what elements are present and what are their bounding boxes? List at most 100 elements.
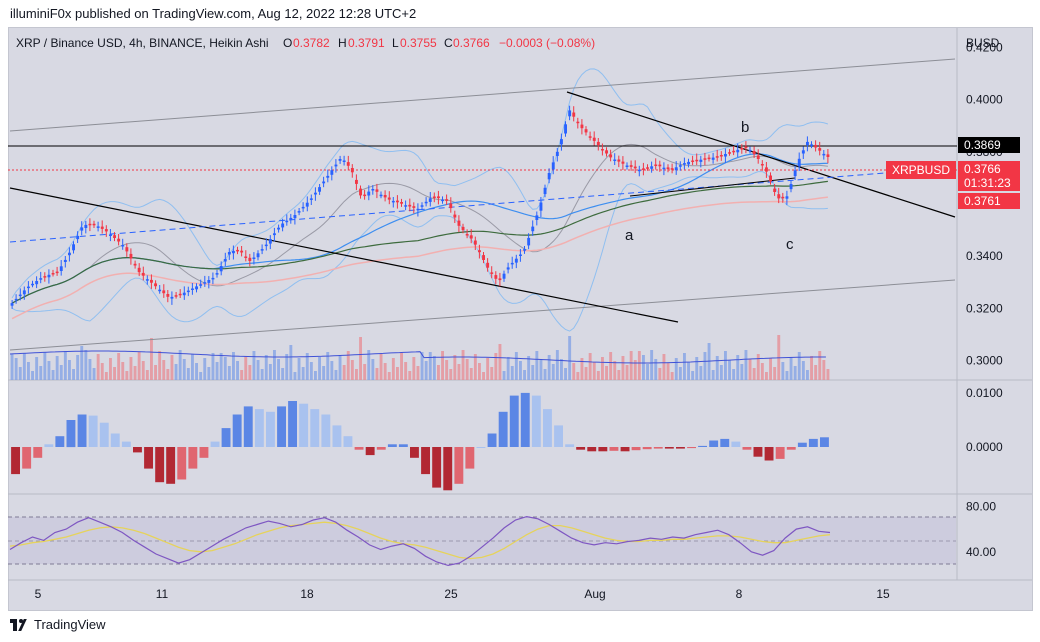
candle-body [330, 170, 334, 175]
volume-bar [728, 360, 731, 380]
volume-bar [182, 359, 186, 380]
candle-body [207, 280, 211, 283]
candle-body [104, 229, 108, 232]
candle-body [252, 257, 256, 259]
candles[interactable] [10, 105, 830, 309]
candle-body [699, 159, 703, 162]
volume-bar [547, 355, 551, 380]
channel-lower-line[interactable] [9, 279, 956, 351]
candle-body [650, 166, 654, 169]
candle-body [617, 159, 621, 162]
falling-trendline-left[interactable] [9, 187, 679, 323]
volume-bar [498, 344, 502, 380]
histogram-bar [266, 411, 275, 447]
candle-body [547, 173, 551, 180]
histogram-bar [144, 447, 153, 469]
candle-body [178, 293, 182, 296]
price-axis[interactable]: 0.42000.40000.38000.36000.34000.32000.30… [966, 41, 1003, 559]
histogram-bar [310, 409, 320, 447]
volume-bar [814, 365, 818, 380]
histogram-bar [155, 447, 165, 483]
countdown-text: 01:31:23 [964, 176, 1011, 190]
volume-bar [318, 357, 321, 380]
volume-bar [806, 370, 809, 380]
candle-body [789, 184, 793, 190]
volume-bar [404, 362, 408, 380]
histogram-bar [487, 433, 497, 447]
volume-bar [117, 353, 121, 380]
candle-body [498, 278, 502, 281]
volume-bar [346, 351, 350, 380]
volume-bar [461, 350, 465, 380]
candle-body [601, 149, 604, 151]
candle-body [109, 234, 112, 236]
volume-bar [736, 355, 740, 380]
candle-body [469, 235, 473, 239]
candle-body [801, 150, 805, 154]
ohlc-c-label: C [444, 36, 453, 50]
candle-body [473, 240, 477, 245]
candle-body [363, 194, 367, 197]
publisher-line: illuminiF0x published on TradingView.com… [10, 6, 417, 21]
volume-bar [334, 370, 338, 380]
candle-body [711, 157, 715, 160]
candle-body [637, 169, 641, 172]
candle-body [432, 196, 436, 198]
candle-body [43, 276, 47, 278]
volume-bar [314, 371, 317, 380]
candle-body [531, 226, 535, 232]
histogram-bar [664, 447, 674, 449]
candle-body [822, 153, 826, 156]
candle-body [277, 227, 280, 230]
falling-trendline-right[interactable] [566, 91, 956, 218]
time-axis[interactable]: 5 11 18 25 Aug 8 15 [35, 587, 890, 601]
support-trendline[interactable] [629, 177, 796, 197]
candle-body [297, 211, 301, 213]
histogram-bar [820, 437, 829, 447]
tradingview-logo[interactable]: TradingView [10, 617, 106, 632]
histogram-bar [653, 447, 663, 449]
volume-bar [211, 353, 215, 380]
candle-body [281, 223, 285, 228]
histogram-bar [199, 447, 209, 458]
volume-bar [59, 365, 63, 380]
time-tick-label: 15 [876, 587, 890, 601]
histogram-bar [465, 447, 475, 469]
candle-body [96, 226, 100, 228]
candle-body [572, 112, 576, 117]
histogram-bar [243, 406, 253, 447]
candle-body [223, 259, 227, 262]
drawings[interactable] [8, 58, 957, 351]
volume-bar [416, 366, 420, 380]
volume-bar [199, 372, 203, 380]
candle-body [744, 146, 748, 149]
volume-bar [104, 372, 108, 380]
ema-mid-line [11, 180, 828, 304]
volume-bar [674, 358, 678, 380]
volume-bar [174, 364, 178, 380]
candle-body [449, 203, 453, 209]
volume-bar [826, 369, 830, 380]
candle-body [740, 148, 744, 150]
volume-bar [642, 355, 645, 380]
volume-bar [514, 352, 518, 380]
volume-bar [469, 368, 473, 380]
volume-bar [711, 370, 715, 380]
candle-body [338, 159, 342, 161]
candle-body [654, 164, 658, 166]
time-tick-label: 8 [736, 587, 743, 601]
ohlc-change: −0.0003 (−0.08%) [499, 36, 595, 50]
candle-body [154, 283, 157, 287]
chart-frame[interactable] [8, 27, 1033, 611]
histogram-bar [520, 392, 530, 447]
volume-bar [592, 362, 596, 380]
rsi-tick-label: 40.00 [966, 545, 996, 559]
channel-upper-line[interactable] [9, 58, 956, 132]
dashed-trendline[interactable] [9, 172, 886, 243]
candle-body [703, 158, 707, 160]
volume-bar [47, 361, 51, 380]
volume-bar [646, 364, 649, 380]
candle-body [125, 247, 129, 252]
volume-bar [732, 369, 736, 380]
